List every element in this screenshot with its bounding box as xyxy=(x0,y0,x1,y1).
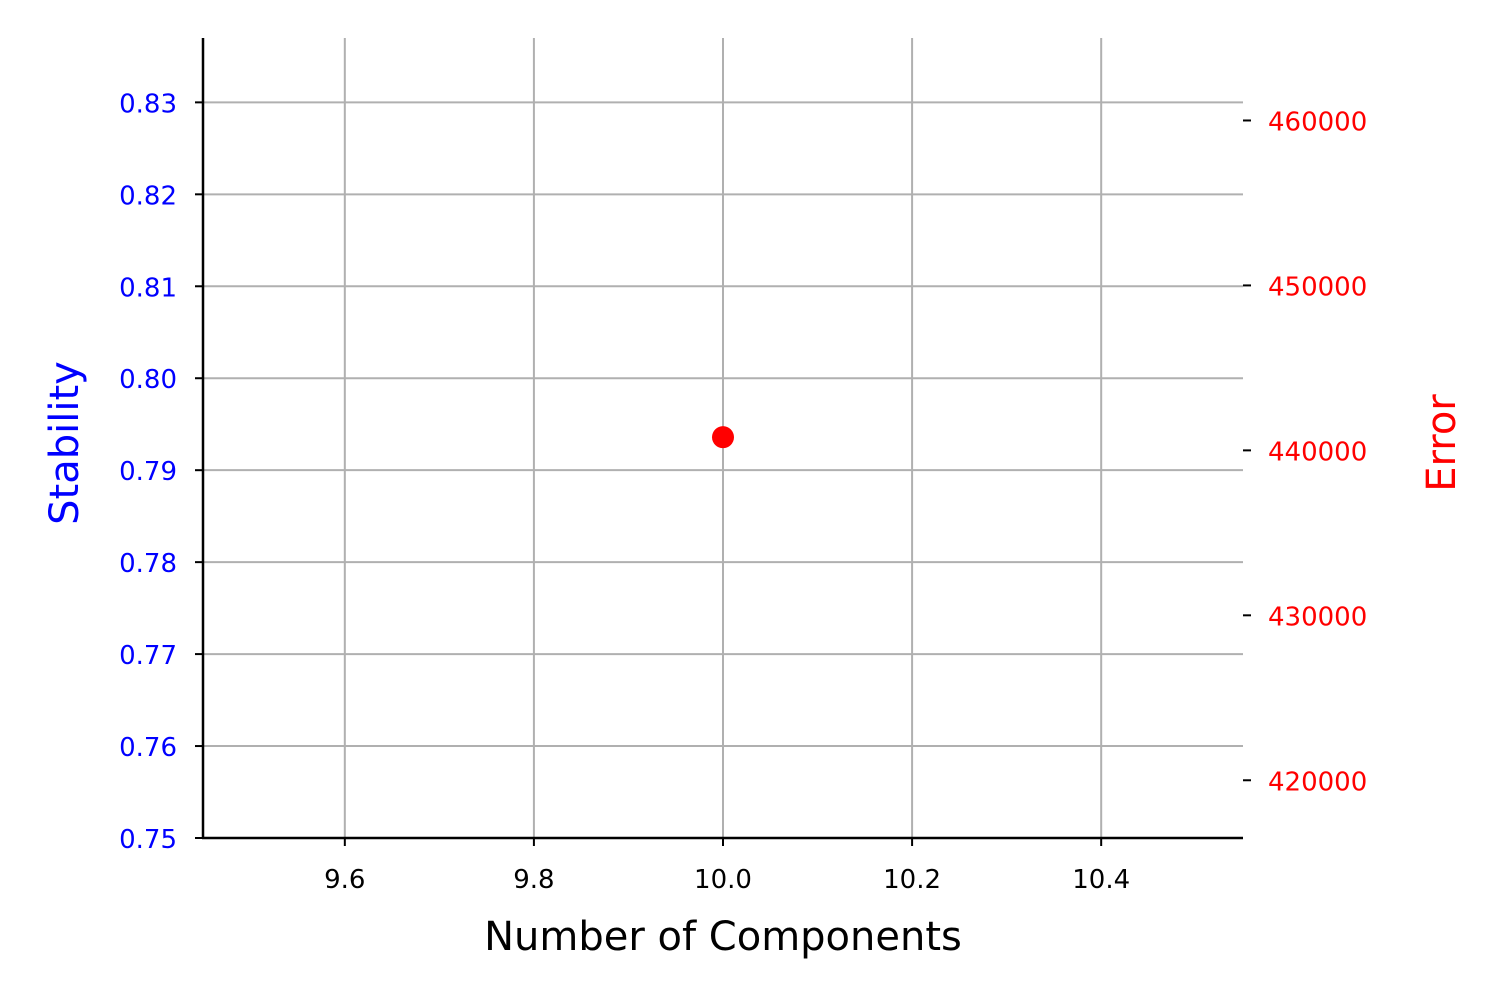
x-tick-label: 9.8 xyxy=(513,865,554,895)
left-y-tick-label: 0.83 xyxy=(119,89,177,119)
left-y-tick-label: 0.77 xyxy=(119,641,177,671)
right-y-tick-label: 440000 xyxy=(1268,437,1367,467)
ticks: 9.6 9.8 10.0 10.2 10.4 0.75 0.76 0.77 0.78 0.79 0.… xyxy=(119,89,1367,895)
right-y-tick-label: 420000 xyxy=(1268,767,1367,797)
data-point xyxy=(712,426,734,449)
x-tick-label: 10.0 xyxy=(694,865,752,895)
right-y-axis-title: Error xyxy=(1419,394,1465,492)
right-y-tick-label: 460000 xyxy=(1268,107,1367,137)
left-y-tick-label: 0.75 xyxy=(119,825,177,855)
left-y-tick-label: 0.78 xyxy=(119,549,177,579)
data-points xyxy=(712,426,734,449)
right-y-tick-label: 450000 xyxy=(1268,272,1367,302)
x-tick-label: 9.6 xyxy=(324,865,365,895)
left-y-axis-title: Stability xyxy=(42,361,88,525)
left-y-tick-label: 0.82 xyxy=(119,181,177,211)
left-y-tick-label: 0.80 xyxy=(119,365,177,395)
x-axis-title: Number of Components xyxy=(484,914,962,960)
left-y-tick-label: 0.79 xyxy=(119,457,177,487)
left-y-tick-label: 0.81 xyxy=(119,273,177,303)
right-y-tick-label: 430000 xyxy=(1268,602,1367,632)
x-tick-label: 10.2 xyxy=(883,865,941,895)
left-y-tick-label: 0.76 xyxy=(119,733,177,763)
x-tick-label: 10.4 xyxy=(1072,865,1130,895)
